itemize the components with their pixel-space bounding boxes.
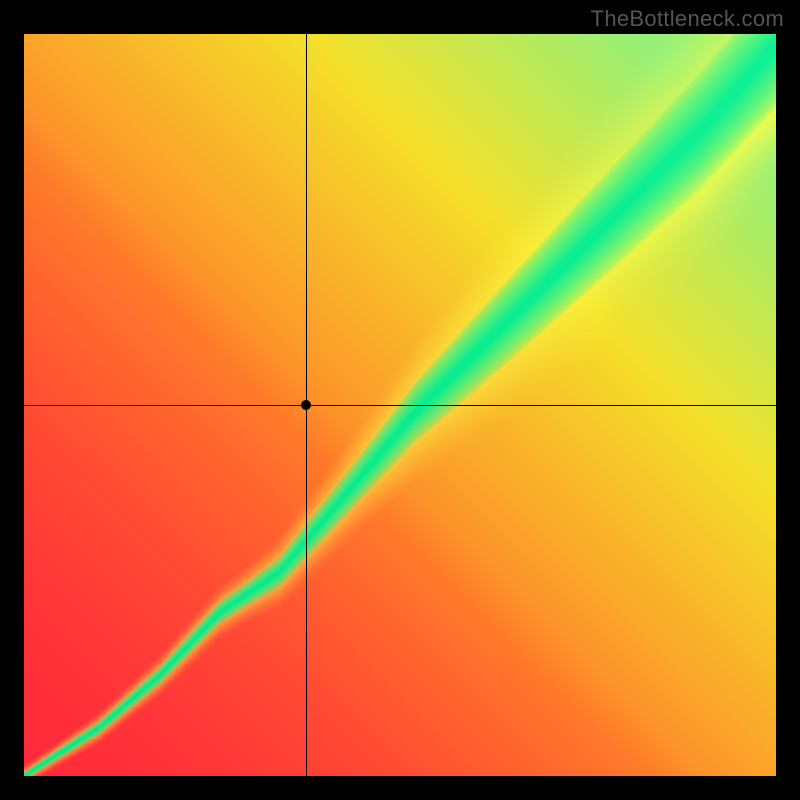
plot-area [24,34,776,776]
chart-container: TheBottleneck.com [0,0,800,800]
crosshair-horizontal [24,405,776,406]
crosshair-marker [301,400,311,410]
watermark-text: TheBottleneck.com [591,6,784,32]
